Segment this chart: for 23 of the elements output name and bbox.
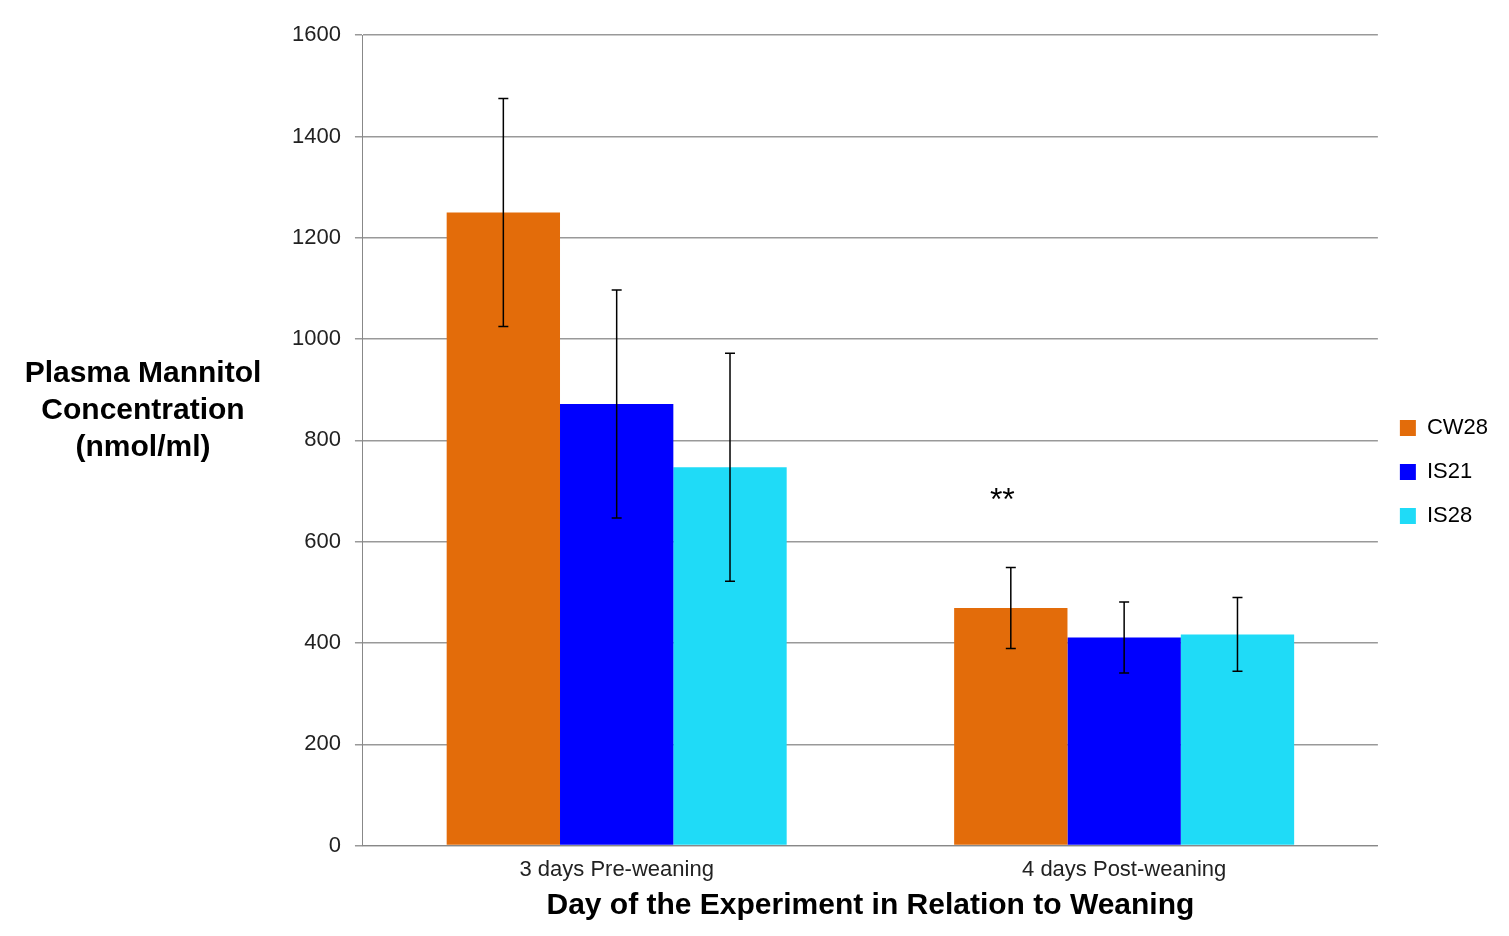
bar — [560, 403, 674, 845]
bar — [1067, 637, 1181, 845]
legend-label: CW28 — [1426, 414, 1488, 440]
legend-label: IS28 — [1426, 502, 1473, 528]
bar — [673, 467, 787, 845]
bar — [446, 212, 561, 845]
bar — [954, 608, 1068, 845]
y-tick-label: 1600 — [291, 21, 341, 47]
bar — [1180, 634, 1295, 845]
x-tick-label: 4 days Post-weaning — [1022, 855, 1227, 881]
x-tick-label: 3 days Pre-weaning — [519, 855, 714, 881]
x-axis-title: Day of the Experiment in Relation to Weaning — [546, 887, 1195, 921]
y-tick-label: 200 — [304, 730, 341, 756]
y-axis-title: Plasma Mannitol Concentration (nmol/ml) — [24, 354, 262, 462]
y-tick-label: 600 — [304, 527, 341, 553]
y-tick-label: 1400 — [291, 122, 341, 148]
y-tick-label: 0 — [328, 831, 341, 857]
y-tick-label: 1200 — [291, 223, 341, 249]
legend-label: IS21 — [1426, 458, 1473, 484]
y-tick-label: 400 — [304, 629, 341, 655]
y-tick-label: 800 — [304, 426, 341, 452]
y-tick-label: 1000 — [291, 325, 341, 351]
annotation: ** — [989, 481, 1015, 518]
